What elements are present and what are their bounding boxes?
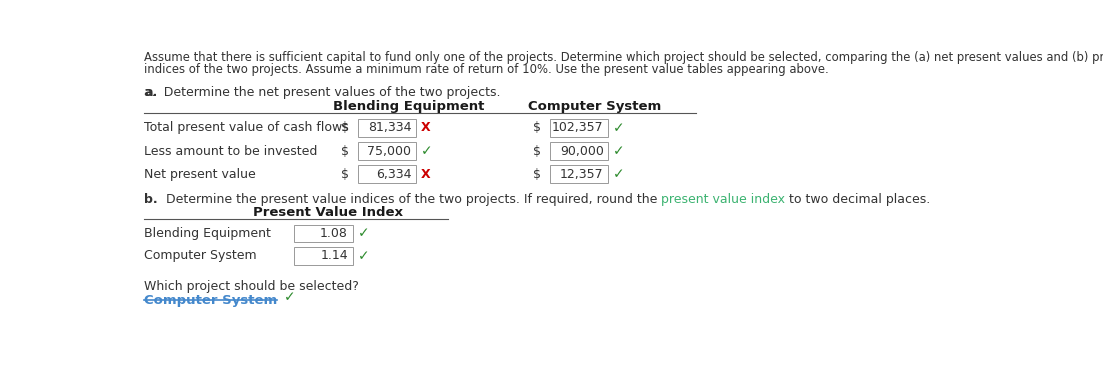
Text: 75,000: 75,000 (367, 145, 411, 158)
FancyBboxPatch shape (550, 142, 608, 160)
Text: 1.08: 1.08 (320, 227, 347, 240)
Text: $: $ (533, 122, 540, 135)
Text: $: $ (341, 122, 349, 135)
Text: ✓: ✓ (358, 249, 370, 263)
FancyBboxPatch shape (550, 119, 608, 137)
Text: ✓: ✓ (613, 167, 624, 181)
Text: 90,000: 90,000 (560, 145, 603, 158)
Text: Blending Equipment: Blending Equipment (333, 100, 485, 112)
FancyBboxPatch shape (358, 165, 416, 183)
Text: ✓: ✓ (420, 144, 432, 158)
Text: Computer System: Computer System (528, 100, 662, 112)
Text: Total present value of cash flows: Total present value of cash flows (144, 122, 349, 135)
Text: ✓: ✓ (613, 144, 624, 158)
Text: Computer System: Computer System (144, 249, 257, 262)
Text: Net present value: Net present value (144, 168, 256, 181)
Text: ✓: ✓ (283, 290, 296, 304)
Text: a.  Determine the net present values of the two projects.: a. Determine the net present values of t… (144, 86, 501, 99)
Text: Blending Equipment: Blending Equipment (144, 227, 271, 240)
Text: Present Value Index: Present Value Index (253, 206, 403, 219)
FancyBboxPatch shape (550, 165, 608, 183)
Text: indices of the two projects. Assume a minimum rate of return of 10%. Use the pre: indices of the two projects. Assume a mi… (144, 63, 828, 76)
Text: b.: b. (144, 193, 158, 206)
Text: Which project should be selected?: Which project should be selected? (144, 280, 358, 293)
Text: 1.14: 1.14 (320, 249, 347, 262)
Text: 102,357: 102,357 (552, 122, 603, 135)
FancyBboxPatch shape (295, 247, 353, 264)
Text: $: $ (533, 145, 540, 158)
FancyBboxPatch shape (295, 225, 353, 242)
FancyBboxPatch shape (358, 142, 416, 160)
Text: $: $ (341, 168, 349, 181)
FancyBboxPatch shape (358, 119, 416, 137)
Text: X: X (420, 168, 430, 181)
Text: 81,334: 81,334 (368, 122, 411, 135)
Text: present value index: present value index (661, 193, 785, 206)
Text: Assume that there is sufficient capital to fund only one of the projects. Determ: Assume that there is sufficient capital … (144, 51, 1103, 64)
Text: X: X (420, 122, 430, 135)
Text: ✓: ✓ (358, 226, 370, 241)
Text: ✓: ✓ (613, 121, 624, 135)
Text: to two decimal places.: to two decimal places. (785, 193, 930, 206)
Text: $: $ (341, 145, 349, 158)
Text: 12,357: 12,357 (560, 168, 603, 181)
Text: 6,334: 6,334 (376, 168, 411, 181)
Text: $: $ (533, 168, 540, 181)
Text: a.: a. (144, 86, 158, 99)
Text: Computer System: Computer System (144, 294, 277, 307)
Text: Less amount to be invested: Less amount to be invested (144, 145, 318, 158)
Text: Determine the present value indices of the two projects. If required, round the: Determine the present value indices of t… (158, 193, 661, 206)
